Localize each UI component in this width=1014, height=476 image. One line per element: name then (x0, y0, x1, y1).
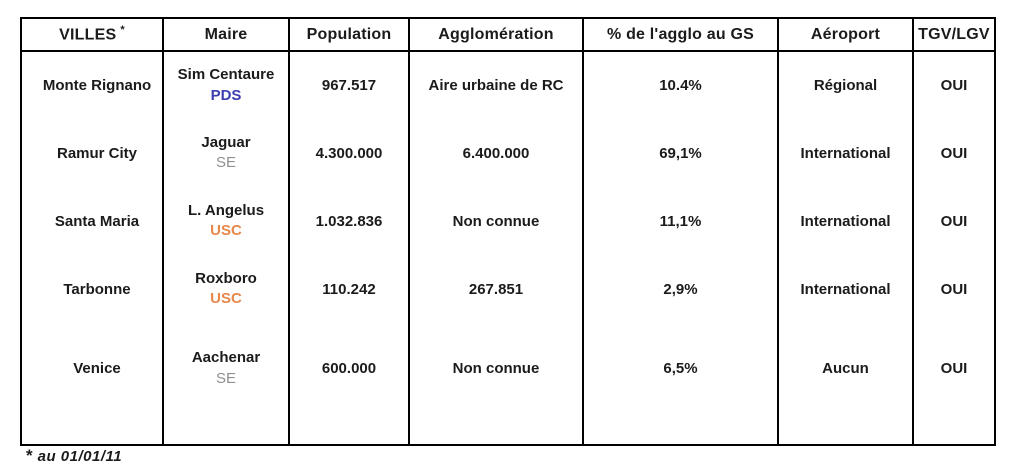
cell-pct-agglo: 10.4% (582, 51, 778, 119)
cell-tgv: OUI (912, 187, 995, 255)
mayor-party: PDS (210, 86, 242, 104)
table-row: Ramur City Jaguar SE 4.300.000 6.400.000… (21, 119, 995, 187)
cell-maire: Sim Centaure PDS (162, 51, 289, 119)
cell-population: 4.300.000 (288, 119, 409, 187)
cell-tgv: OUI (912, 51, 995, 119)
cell-maire: Roxboro USC (162, 255, 289, 323)
cell-aeroport: Aucun (777, 323, 913, 445)
cell-aeroport: Régional (777, 51, 913, 119)
mayor-name: L. Angelus (187, 201, 265, 219)
cell-agglomeration: Non connue (408, 323, 583, 445)
header-maire: Maire (162, 18, 289, 52)
mayor-party: USC (210, 290, 242, 307)
cell-tgv: OUI (912, 255, 995, 323)
cell-population: 600.000 (288, 323, 409, 445)
mayor-name: Aachenar (191, 349, 261, 367)
table-row: Venice Aachenar SE 600.000 Non connue 6,… (21, 323, 995, 445)
mayor-party: USC (210, 222, 242, 239)
cell-population: 967.517 (288, 51, 409, 119)
table-row: Tarbonne Roxboro USC 110.242 267.851 2,9… (21, 255, 995, 323)
footnote: * au 01/01/11 (26, 446, 122, 466)
cell-aeroport: International (777, 119, 913, 187)
cell-maire: Jaguar SE (162, 119, 289, 187)
table-row: Monte Rignano Sim Centaure PDS 967.517 A… (21, 51, 995, 119)
cell-pct-agglo: 11,1% (582, 187, 778, 255)
cell-ville: Monte Rignano (42, 77, 152, 94)
mayor-name: Jaguar (201, 133, 251, 151)
header-pct-agglo: % de l'agglo au GS (582, 18, 778, 52)
table-row: Santa Maria L. Angelus USC 1.032.836 Non… (21, 187, 995, 255)
cell-aeroport: International (777, 255, 913, 323)
cell-tgv: OUI (912, 323, 995, 445)
mayor-name: Sim Centaure (177, 66, 275, 84)
cell-maire: Aachenar SE (162, 323, 289, 445)
mayor-name: Roxboro (195, 269, 257, 287)
header-agglomeration: Agglomération (408, 18, 583, 52)
cell-tgv: OUI (912, 119, 995, 187)
cell-agglomeration: Non connue (408, 187, 583, 255)
cell-agglomeration: 267.851 (408, 255, 583, 323)
cell-agglomeration: 6.400.000 (408, 119, 583, 187)
cell-pct-agglo: 2,9% (582, 255, 778, 323)
cell-maire: L. Angelus USC (162, 187, 289, 255)
footnote-text: au 01/01/11 (37, 448, 123, 465)
cell-population: 1.032.836 (288, 187, 409, 255)
cell-agglomeration: Aire urbaine de RC (408, 51, 583, 119)
cell-ville: Tarbonne (63, 280, 131, 298)
cell-population: 110.242 (288, 255, 409, 323)
header-population: Population (288, 18, 409, 52)
header-villes: VILLES * (21, 18, 163, 52)
cell-ville: Santa Maria (54, 212, 140, 230)
cell-pct-agglo: 69,1% (582, 119, 778, 187)
header-tgv-lgv: TGV/LGV (912, 18, 995, 52)
cities-table: VILLES * Maire Population Agglomération %… (20, 17, 996, 446)
mayor-party: SE (215, 369, 236, 387)
header-aeroport: Aéroport (777, 18, 913, 52)
cell-ville: Ramur City (56, 144, 138, 162)
mayor-party: SE (215, 154, 236, 171)
cell-ville: Venice (73, 360, 121, 377)
header-villes-label: VILLES (59, 26, 117, 44)
cell-pct-agglo: 6,5% (582, 323, 778, 445)
cell-aeroport: International (777, 187, 913, 255)
table-header-row: VILLES * Maire Population Agglomération %… (21, 18, 995, 52)
footnote-marker-icon: * (120, 24, 125, 37)
footnote-star-icon: * (26, 446, 33, 465)
